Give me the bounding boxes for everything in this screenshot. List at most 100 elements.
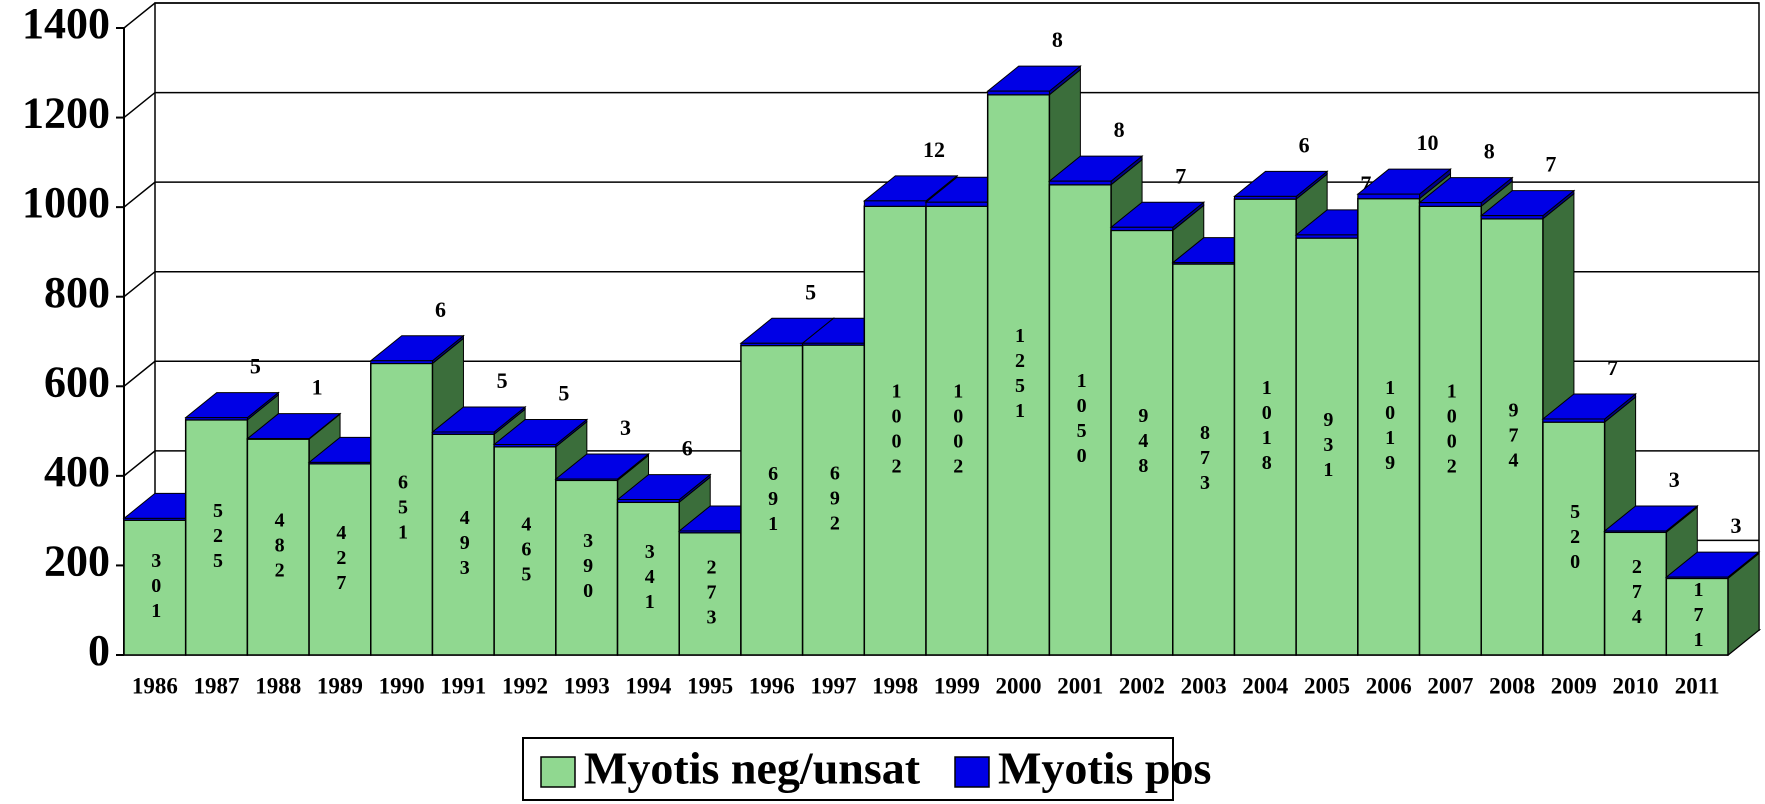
x-tick-label: 1991 — [440, 673, 486, 698]
x-tick-label: 1995 — [687, 673, 733, 698]
bar — [493, 445, 557, 656]
data-label: 8 — [1052, 27, 1063, 52]
x-tick-label: 2010 — [1612, 673, 1658, 698]
bar — [431, 433, 495, 656]
x-tick-label: 1989 — [317, 673, 363, 698]
data-label: 1002 — [947, 381, 969, 481]
x-tick-label: 1987 — [194, 673, 240, 698]
grid-line — [123, 91, 1759, 119]
y-tick-label: 800 — [44, 268, 110, 317]
x-tick-label: 2001 — [1057, 673, 1103, 698]
y-tick-label: 400 — [44, 447, 110, 496]
y-tick-label: 1400 — [22, 0, 110, 48]
bar — [802, 342, 865, 346]
y-tick-label: 200 — [44, 537, 110, 586]
data-label: 171 — [1688, 579, 1710, 654]
bar — [616, 501, 680, 656]
x-tick-label: 1996 — [749, 673, 795, 698]
bar — [678, 530, 742, 534]
bar — [1295, 234, 1359, 239]
bar — [185, 417, 248, 421]
bar — [925, 201, 989, 207]
grid-line — [123, 2, 1759, 29]
bar — [740, 342, 804, 347]
data-label: 7 — [1175, 163, 1186, 188]
bar — [1172, 262, 1235, 265]
data-label: 8 — [1484, 139, 1495, 164]
data-label: 3 — [620, 415, 631, 440]
data-label: 948 — [1132, 405, 1154, 480]
bar — [555, 478, 619, 481]
grid-line — [123, 181, 1759, 208]
bar — [1480, 215, 1544, 220]
data-label: 5 — [558, 381, 569, 406]
bar — [678, 531, 742, 656]
data-label: 525 — [207, 500, 229, 575]
data-label: 1050 — [1071, 370, 1093, 470]
bar — [431, 431, 495, 435]
bar — [308, 461, 372, 465]
x-tick-label: 1999 — [934, 673, 980, 698]
data-label: 390 — [577, 530, 599, 605]
data-label: 1018 — [1256, 377, 1278, 477]
bar — [863, 200, 927, 207]
x-tick-label: 2004 — [1242, 673, 1289, 698]
bar — [1110, 226, 1174, 231]
data-label: 974 — [1502, 399, 1524, 474]
data-label: 10 — [1417, 130, 1439, 155]
bar — [1480, 218, 1544, 656]
data-label: 692 — [824, 463, 846, 538]
y-tick-label: 600 — [44, 357, 110, 406]
data-label: 8 — [1114, 117, 1125, 142]
data-label: 1251 — [1009, 325, 1031, 425]
bar — [1048, 184, 1112, 656]
x-tick-label: 1986 — [132, 673, 178, 698]
bar — [1542, 421, 1606, 656]
y-tick-label: 0 — [88, 626, 110, 675]
legend: Myotis neg/unsat Myotis pos — [522, 737, 1211, 801]
bar — [1604, 530, 1667, 533]
bar — [555, 479, 619, 656]
bar — [370, 360, 433, 364]
data-label: 482 — [269, 510, 291, 585]
x-tick-label: 2008 — [1489, 673, 1535, 698]
data-label: 3 — [1731, 513, 1742, 538]
x-tick-label: 2005 — [1304, 673, 1350, 698]
data-label: 427 — [330, 522, 352, 597]
x-tick-label: 2000 — [996, 673, 1042, 698]
bar — [123, 517, 187, 521]
data-label: 465 — [515, 513, 537, 588]
bar — [1603, 531, 1668, 656]
bar — [1357, 197, 1421, 656]
bar — [986, 93, 1051, 656]
x-tick-label: 2009 — [1551, 673, 1597, 698]
data-label: 493 — [454, 507, 476, 582]
bar — [1665, 577, 1729, 656]
data-label: 1002 — [1441, 381, 1463, 481]
data-label: 6 — [435, 297, 446, 322]
data-label: 7 — [1607, 355, 1618, 380]
data-label: 7 — [1360, 171, 1371, 196]
bar — [617, 499, 680, 503]
data-label: 5 — [250, 354, 261, 379]
bar — [863, 205, 927, 656]
bar — [1048, 180, 1112, 186]
x-tick-label: 1992 — [502, 673, 548, 698]
bar — [184, 419, 249, 656]
data-label: 691 — [762, 463, 784, 538]
y-tick-label: 1200 — [22, 89, 110, 138]
y-tick-label: 1000 — [22, 178, 110, 227]
data-label: 1019 — [1379, 377, 1401, 477]
data-label: 301 — [145, 550, 167, 625]
bar — [1419, 202, 1482, 207]
data-label: 3 — [1669, 467, 1680, 492]
bar — [246, 438, 310, 656]
x-tick-label: 1998 — [872, 673, 918, 698]
x-tick-label: 1990 — [379, 673, 425, 698]
bar — [1665, 576, 1729, 579]
legend-label: Myotis pos — [998, 743, 1211, 794]
bar — [801, 344, 866, 656]
bar — [370, 362, 434, 656]
legend-swatch — [540, 756, 576, 788]
